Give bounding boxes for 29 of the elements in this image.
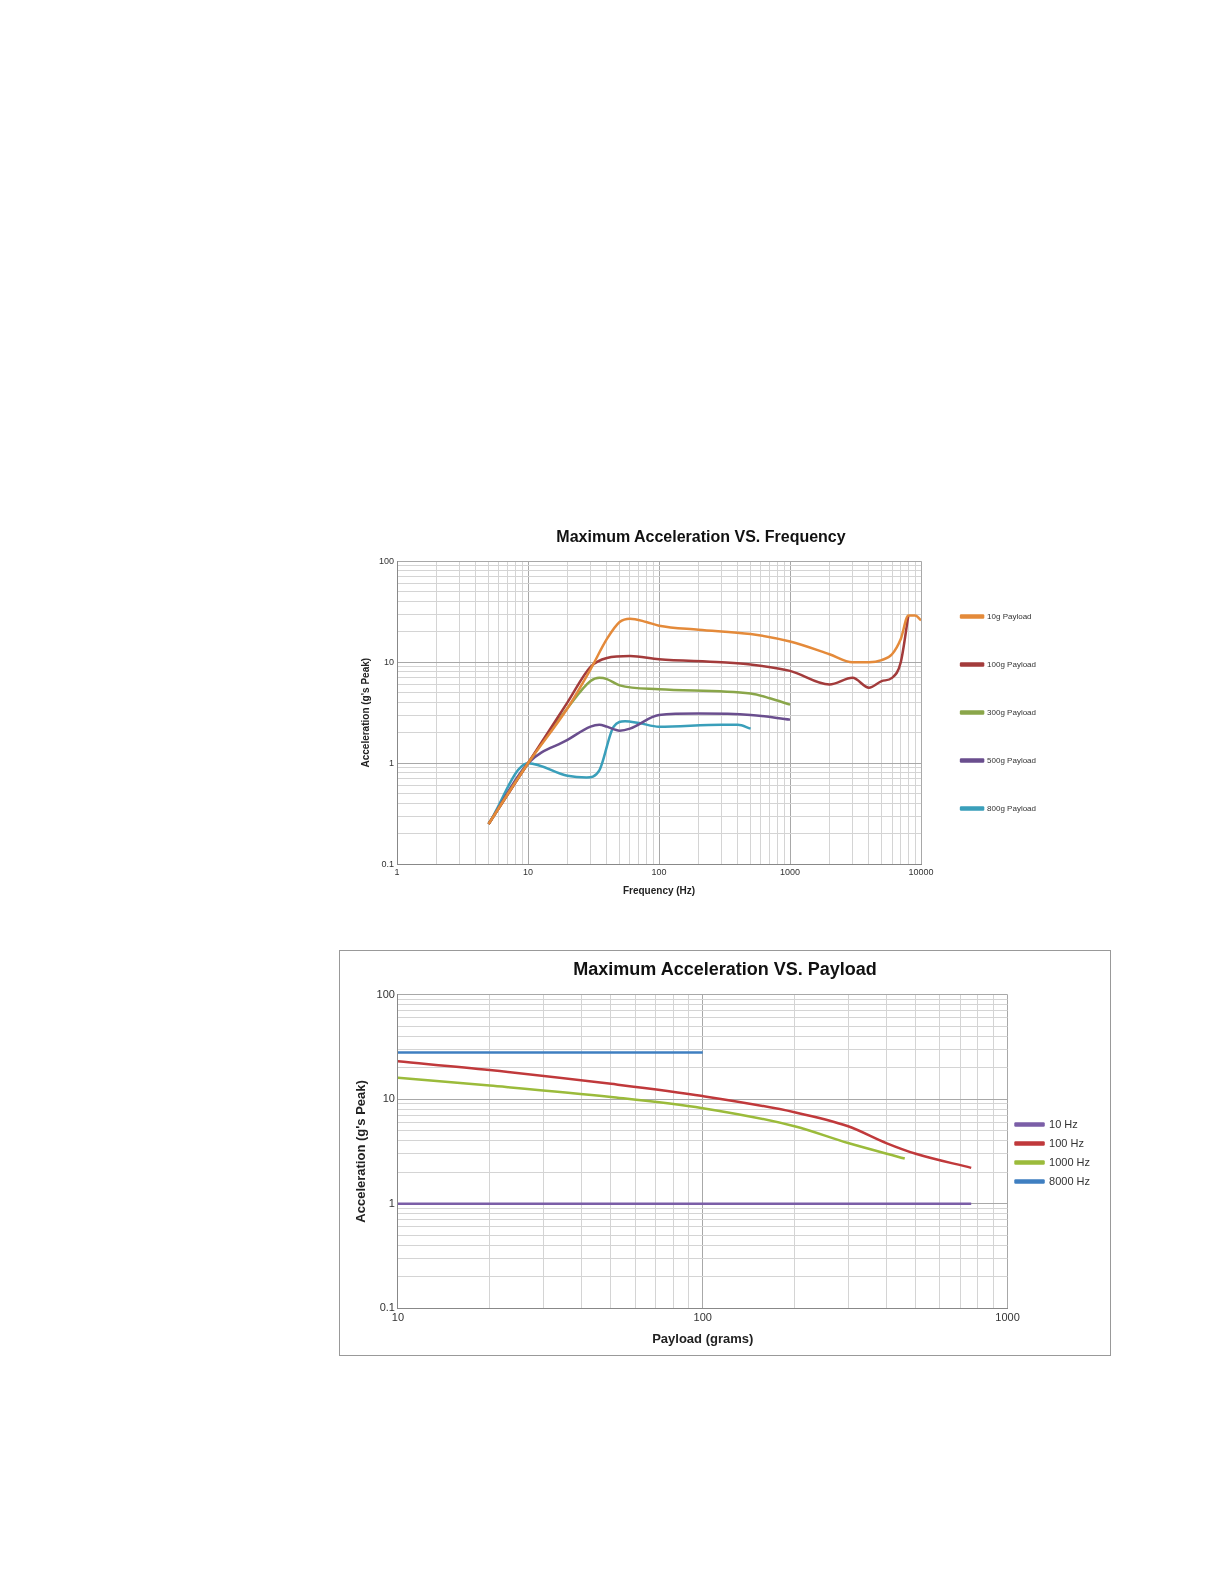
y-axis-title: Acceleration (g's Peak) — [353, 1080, 369, 1223]
x-tick-label: 1000 — [995, 1310, 1020, 1323]
y-tick-label: 100 — [376, 987, 395, 1000]
x-tick-label: 10000 — [908, 867, 934, 878]
legend-label: 10 Hz — [1049, 1117, 1078, 1130]
x-axis-title: Payload (grams) — [652, 1330, 754, 1346]
x-axis-title: Frequency (Hz) — [622, 884, 696, 896]
legend-label: 10g Payload — [987, 611, 1032, 621]
x-tick-label: 1000 — [780, 867, 801, 878]
legend-label: 100g Payload — [987, 659, 1037, 669]
chart-title: Maximum Acceleration VS. Frequency — [556, 528, 846, 546]
chart-title: Maximum Acceleration VS. Payload — [573, 958, 877, 979]
y-tick-label: 1 — [388, 1196, 395, 1209]
x-tick-label: 100 — [693, 1310, 712, 1323]
y-axis-title: Acceleration (g's Peak) — [359, 657, 371, 768]
y-tick-label: 0.1 — [381, 858, 395, 869]
legend-label: 100 Hz — [1049, 1136, 1084, 1149]
legend-label: 500g Payload — [987, 755, 1037, 765]
y-tick-label: 10 — [384, 656, 395, 667]
y-tick-label: 1 — [389, 757, 395, 768]
legend-label: 1000 Hz — [1049, 1155, 1091, 1168]
y-tick-label: 0.1 — [379, 1301, 395, 1314]
x-tick-label: 100 — [651, 867, 667, 878]
legend-label: 800g Payload — [987, 803, 1037, 813]
y-tick-label: 10 — [382, 1092, 395, 1105]
legend-label: 300g Payload — [987, 707, 1037, 717]
legend-label: 8000 Hz — [1049, 1174, 1091, 1187]
x-tick-label: 10 — [523, 867, 534, 878]
y-tick-label: 100 — [378, 555, 395, 566]
